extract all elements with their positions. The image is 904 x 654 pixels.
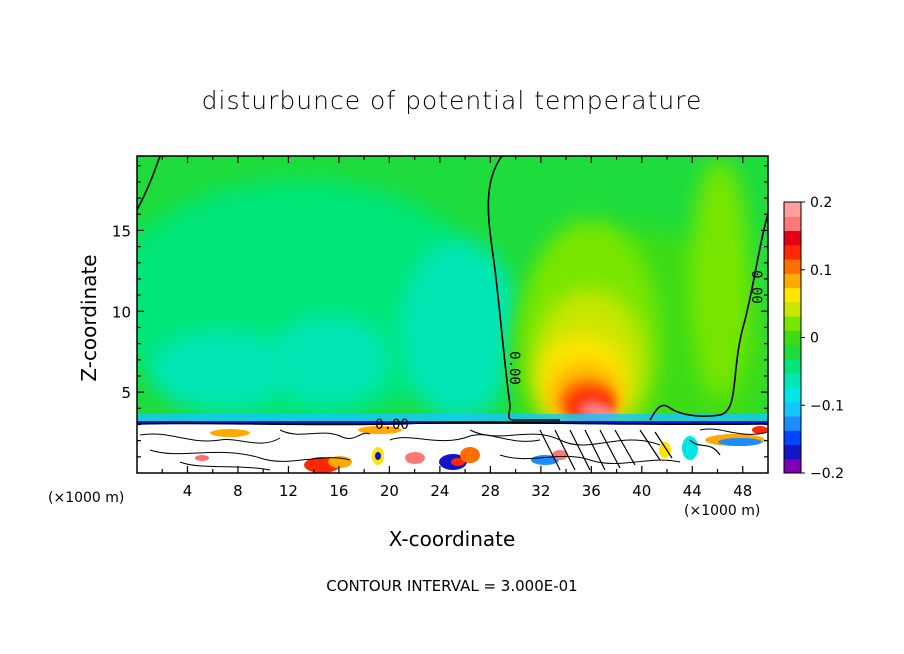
lower-contour bbox=[389, 434, 541, 442]
lower-contour bbox=[699, 428, 768, 435]
x-tick-label: 20 bbox=[380, 482, 399, 500]
field-speckle bbox=[682, 436, 698, 460]
x-tick-label: 12 bbox=[279, 482, 298, 500]
colorbar-swatch bbox=[784, 458, 801, 474]
x-unit-left: (×1000 m) bbox=[48, 490, 125, 506]
colorbar-tick-label: 0.1 bbox=[810, 263, 832, 279]
colorbar-swatch bbox=[784, 259, 801, 274]
field-speckle bbox=[210, 429, 250, 437]
colorbar-swatch bbox=[784, 358, 801, 374]
x-axis-label: X-coordinate bbox=[388, 527, 516, 551]
lower-contour bbox=[499, 454, 681, 465]
field-speckle bbox=[752, 426, 768, 434]
colorbar-swatch bbox=[784, 287, 801, 303]
colorbar-swatch bbox=[784, 330, 801, 346]
x-tick-label: 8 bbox=[233, 482, 243, 500]
colorbar-tick-label: 0 bbox=[810, 331, 819, 347]
lower-contour bbox=[149, 449, 351, 462]
x-tick-label: 16 bbox=[329, 482, 348, 500]
contour-label: 0.00 bbox=[375, 417, 409, 433]
colorbar-swatch bbox=[784, 202, 801, 217]
colorbar-swatch bbox=[784, 244, 801, 260]
field-speckle bbox=[659, 442, 671, 458]
plot-frame bbox=[136, 155, 769, 474]
field-speckle bbox=[358, 426, 402, 434]
x-tick-label: 44 bbox=[683, 482, 702, 500]
x-tick-label: 24 bbox=[430, 482, 449, 500]
contour-label: 0.00 bbox=[748, 270, 764, 304]
field-speckle bbox=[718, 438, 762, 446]
colorbar-swatch bbox=[784, 415, 801, 431]
x-tick-label: 32 bbox=[531, 482, 550, 500]
field-blob bbox=[400, 240, 520, 420]
colorbar-swatch bbox=[784, 373, 801, 388]
colorbar-swatch bbox=[784, 273, 801, 289]
field-speckle bbox=[405, 452, 425, 464]
x-tick-label: 4 bbox=[183, 482, 193, 500]
colorbar-swatch bbox=[784, 387, 801, 403]
colorbar-tick-label: 0.2 bbox=[810, 195, 832, 211]
colorbar-swatch bbox=[784, 444, 801, 460]
surface-contour bbox=[137, 421, 768, 426]
y-tick-label: 15 bbox=[112, 222, 131, 240]
contour-interval-note: CONTOUR INTERVAL = 3.000E-01 bbox=[326, 577, 578, 595]
chart-title: disturbunce of potential temperature bbox=[201, 86, 703, 115]
colorbar-swatch bbox=[784, 430, 801, 445]
colorbar-swatch bbox=[784, 301, 801, 317]
y-tick-label: 10 bbox=[112, 303, 131, 321]
x-tick-label: 48 bbox=[733, 482, 752, 500]
field-speckle bbox=[375, 452, 381, 460]
field-blob bbox=[690, 160, 750, 400]
colorbar-swatch bbox=[784, 344, 801, 360]
field-cold-band bbox=[137, 414, 768, 422]
x-tick-label: 40 bbox=[632, 482, 651, 500]
colorbar-swatch bbox=[784, 401, 801, 417]
y-axis-label: Z-coordinate bbox=[77, 254, 101, 382]
zero-contour-center bbox=[487, 156, 560, 421]
field-blob bbox=[270, 315, 390, 405]
field-speckle bbox=[451, 458, 465, 466]
colorbar-swatch bbox=[784, 216, 801, 232]
colorbar: 0.2 0.1 0 −0.1 −0.2 bbox=[783, 195, 844, 482]
field-blob bbox=[150, 330, 290, 410]
lower-contour bbox=[139, 433, 281, 444]
zero-contour-right bbox=[649, 213, 768, 421]
x-tick-label: 36 bbox=[582, 482, 601, 500]
contour-label: 0.00 bbox=[506, 351, 522, 385]
field-speckle bbox=[195, 455, 209, 461]
colorbar-tick-label: −0.1 bbox=[810, 398, 844, 414]
y-tick-label: 5 bbox=[121, 384, 131, 402]
plot-area: 0.00 0.00 0.00 bbox=[137, 156, 768, 473]
zero-contour-left bbox=[137, 156, 161, 211]
colorbar-tick-label: −0.2 bbox=[810, 466, 844, 482]
lower-contour bbox=[279, 429, 371, 439]
field-speckle bbox=[552, 450, 568, 460]
field-speckle bbox=[531, 455, 559, 465]
colorbar-swatch bbox=[784, 316, 801, 331]
field-speckle bbox=[460, 447, 480, 463]
colorbar-swatch bbox=[784, 230, 801, 246]
x-tick-label: 28 bbox=[481, 482, 500, 500]
x-unit-right: (×1000 m) bbox=[684, 503, 761, 519]
lower-contour bbox=[539, 429, 636, 471]
lower-contour bbox=[639, 429, 721, 461]
lower-contour bbox=[179, 461, 271, 471]
